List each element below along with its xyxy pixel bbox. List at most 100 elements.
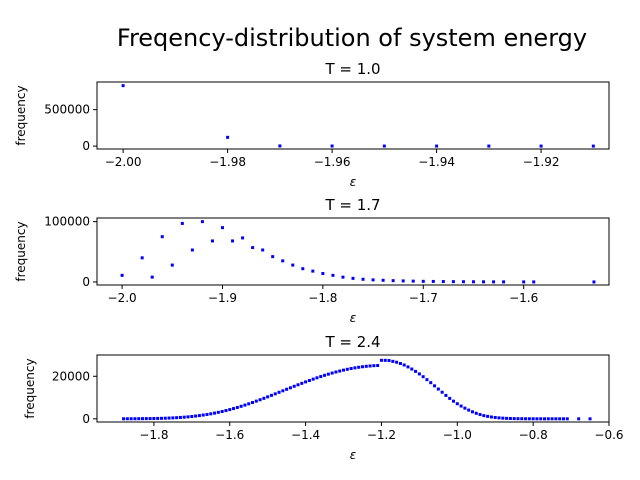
data-point	[121, 84, 125, 88]
data-point	[125, 417, 129, 421]
data-point	[486, 414, 490, 418]
data-point	[258, 398, 262, 402]
data-point	[160, 235, 164, 239]
x-tick-label: −1.94	[418, 155, 455, 169]
data-point	[376, 364, 380, 368]
data-point	[505, 416, 509, 420]
data-point	[558, 417, 562, 421]
data-point	[338, 369, 342, 373]
data-point	[463, 406, 467, 410]
data-point	[296, 383, 300, 387]
data-point	[291, 263, 295, 267]
data-point	[554, 417, 558, 421]
axes-frame	[96, 81, 610, 150]
data-point	[277, 390, 281, 394]
data-point	[213, 411, 217, 415]
data-point	[247, 402, 251, 406]
data-point	[493, 415, 497, 419]
data-point	[467, 408, 471, 412]
data-point	[535, 417, 539, 421]
data-point	[368, 364, 372, 368]
series-points	[121, 84, 595, 148]
x-tick-label: −1.0	[443, 428, 472, 442]
data-point	[323, 373, 327, 377]
data-point	[281, 389, 285, 393]
data-point	[383, 358, 387, 362]
data-point	[524, 417, 528, 421]
data-point	[321, 272, 325, 276]
x-tick-label: −1.98	[209, 155, 246, 169]
data-point	[190, 414, 194, 418]
data-point	[140, 256, 144, 260]
data-point	[364, 364, 368, 368]
y-tick-label: 0	[82, 275, 90, 289]
data-point	[452, 399, 455, 403]
data-point	[330, 144, 334, 148]
data-point	[435, 144, 439, 148]
data-point	[512, 417, 516, 421]
x-axis-label: ε	[350, 448, 357, 462]
data-point	[492, 280, 496, 284]
data-point	[391, 279, 395, 283]
data-point	[186, 415, 190, 419]
x-tick-label: −1.7	[409, 291, 438, 305]
data-point	[251, 401, 254, 404]
data-point	[357, 365, 361, 369]
data-point	[353, 366, 357, 370]
x-tick-label: −1.6	[509, 291, 538, 305]
data-point	[421, 279, 425, 283]
data-point	[387, 359, 391, 363]
data-point	[129, 417, 133, 421]
data-point	[577, 417, 581, 421]
data-point	[478, 413, 482, 417]
data-point	[156, 416, 160, 420]
data-point	[539, 417, 543, 421]
data-point	[592, 280, 596, 284]
data-point	[326, 372, 330, 376]
data-point	[482, 280, 486, 284]
series-points	[120, 220, 596, 284]
x-axis-label: ε	[350, 311, 357, 325]
data-point	[489, 415, 493, 419]
data-point	[262, 396, 266, 400]
data-point	[470, 410, 474, 414]
data-point	[226, 135, 230, 139]
data-point	[433, 384, 437, 388]
data-point	[178, 415, 182, 419]
data-point	[341, 275, 345, 279]
data-point	[351, 276, 355, 280]
x-tick-label: −0.6	[594, 428, 623, 442]
data-point	[474, 411, 478, 415]
data-point	[459, 404, 463, 408]
data-point	[150, 275, 154, 279]
data-point	[398, 362, 402, 366]
data-point	[448, 396, 452, 400]
data-point	[431, 279, 435, 283]
data-point	[411, 279, 415, 283]
data-point	[210, 239, 214, 243]
axes-frame	[96, 354, 610, 423]
data-point	[391, 359, 395, 363]
data-point	[546, 417, 550, 421]
y-tick-label: 20000	[52, 369, 90, 383]
data-point	[406, 365, 410, 369]
chart-3: T = 2.4 −1.8 −1.6 −1.4 −1.2 −1.0 −0.8 −0.6 0 2000…	[23, 333, 624, 462]
data-point	[361, 277, 365, 281]
x-tick-label: −2.00	[105, 155, 142, 169]
y-tick-label: 0	[82, 139, 90, 153]
data-point	[543, 417, 547, 421]
y-axis-label: frequency	[23, 358, 37, 418]
data-point	[591, 144, 595, 148]
x-tick-label: −1.2	[367, 428, 396, 442]
axes-frame	[96, 217, 610, 286]
chart-title: T = 1.0	[324, 60, 380, 78]
data-point	[133, 417, 137, 421]
data-point	[194, 414, 198, 418]
data-point	[190, 248, 194, 252]
y-tick-label: 500000	[44, 103, 90, 117]
data-point	[441, 280, 445, 284]
data-point	[502, 280, 506, 284]
chart-1: T = 1.0 −2.00 −1.98 −1.96 −1.94 −1.92 0 500000 ε…	[14, 60, 610, 189]
data-point	[311, 377, 315, 381]
